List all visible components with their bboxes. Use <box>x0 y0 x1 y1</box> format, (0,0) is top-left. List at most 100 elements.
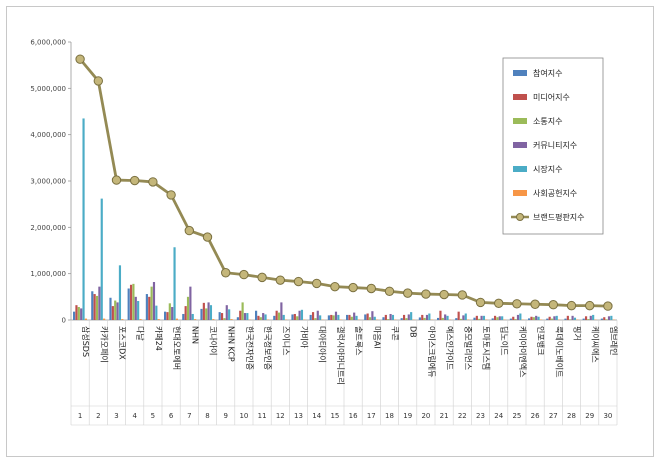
brand-line-point <box>585 300 595 311</box>
bar-communication <box>332 315 335 320</box>
bar-market <box>337 314 340 320</box>
bar-community <box>225 305 228 320</box>
brand-line-point <box>312 278 322 289</box>
bar-communication <box>478 318 481 320</box>
y-tick-label: 2,000,000 <box>30 224 66 232</box>
x-category-label: 아이스크림에듀 <box>427 326 437 378</box>
bar-communication <box>223 318 226 320</box>
bar-communication <box>205 308 208 320</box>
bar-social <box>84 318 87 320</box>
bar-social <box>103 318 106 320</box>
x-category-label: 중모빌리언스 <box>463 326 473 370</box>
x-category-label: 현대오토에버 <box>172 326 182 370</box>
brand-line-point <box>384 286 395 296</box>
x-category-label: 카카오페이 <box>99 326 109 363</box>
bar-market <box>246 313 249 320</box>
x-index-label: 21 <box>440 412 449 420</box>
bar-communication <box>550 318 554 320</box>
bar-community <box>535 315 538 320</box>
bar-media <box>402 314 406 320</box>
x-index-label: 24 <box>494 412 503 420</box>
legend-swatch-social <box>513 190 527 196</box>
x-index-label: 7 <box>187 412 191 420</box>
x-category-label: 즈이니스 <box>281 326 291 355</box>
bar-participation <box>273 315 276 320</box>
bar-media <box>75 305 78 320</box>
bar-communication <box>459 318 463 320</box>
bar-market <box>82 118 85 320</box>
bar-communication <box>186 296 190 320</box>
brand-line-point <box>530 299 540 309</box>
bar-community <box>316 310 319 320</box>
bar-participation <box>600 318 603 320</box>
y-tick-label: 0 <box>62 317 66 325</box>
x-index-label: 19 <box>403 412 412 420</box>
chart-frame: 0 1,000,000 2,000,000 3,000,000 4,000,000 5,0… <box>6 6 654 457</box>
bar-communication <box>296 316 299 320</box>
bar-media <box>457 311 460 320</box>
x-index-label: 6 <box>169 412 174 420</box>
bar-community <box>262 313 265 320</box>
bar-community <box>280 302 283 320</box>
bar-media <box>293 313 296 320</box>
bar-communication <box>514 319 517 320</box>
bar-participation <box>364 314 367 320</box>
bar-communication <box>496 317 499 320</box>
brand-line-point <box>257 272 267 283</box>
bar-market <box>282 314 285 320</box>
bar-community <box>116 302 119 320</box>
bar-community <box>480 315 483 320</box>
bar-media <box>93 294 96 320</box>
bar-communication <box>241 302 244 320</box>
bar-market <box>555 315 558 320</box>
brand-line-point <box>184 225 195 236</box>
bar-participation <box>127 288 130 320</box>
x-index-label: 17 <box>367 412 376 420</box>
bar-communication <box>314 318 317 320</box>
bar-series <box>73 118 615 320</box>
bar-participation <box>346 314 349 320</box>
brand-line-point <box>403 288 413 298</box>
bar-market <box>519 313 522 320</box>
bar-participation <box>418 317 421 320</box>
bar-participation <box>437 317 440 320</box>
bar-communication <box>277 312 281 320</box>
bar-participation <box>73 311 76 320</box>
bar-participation <box>528 318 531 320</box>
x-index-label: 16 <box>349 412 358 420</box>
bar-media <box>311 312 315 320</box>
bar-community <box>152 282 156 320</box>
bar-market <box>464 313 467 320</box>
bar-media <box>166 312 169 320</box>
bar-community <box>353 312 356 320</box>
bar-participation <box>546 318 549 320</box>
x-index-label: 22 <box>458 412 467 420</box>
bar-communication <box>569 319 572 320</box>
x-index-label: 9 <box>223 412 227 420</box>
bar-media <box>566 315 569 320</box>
bar-market <box>118 265 122 320</box>
bar-community <box>298 310 301 320</box>
bar-communication <box>423 317 426 320</box>
bar-communication <box>95 295 99 320</box>
bar-media <box>129 284 133 320</box>
bar-media <box>366 313 369 320</box>
bar-community <box>462 315 465 320</box>
legend-swatch-participation <box>513 70 527 76</box>
x-index-label: 5 <box>151 412 155 420</box>
bar-market <box>264 314 267 320</box>
x-category-label: 마음AI <box>372 326 381 349</box>
brand-line-point <box>330 281 340 292</box>
bar-market <box>391 314 395 320</box>
bar-market <box>100 198 103 320</box>
bar-communication <box>532 317 535 320</box>
bar-participation <box>164 311 167 320</box>
legend-swatch-media <box>513 94 527 100</box>
x-index-label: 25 <box>512 412 521 420</box>
y-tick-label: 1,000,000 <box>30 270 66 278</box>
brand-line <box>75 54 613 311</box>
x-index-label: 27 <box>549 412 558 420</box>
bar-community <box>444 314 447 320</box>
brand-line-point <box>603 301 613 311</box>
x-category-label: 포스코DX <box>118 326 127 360</box>
